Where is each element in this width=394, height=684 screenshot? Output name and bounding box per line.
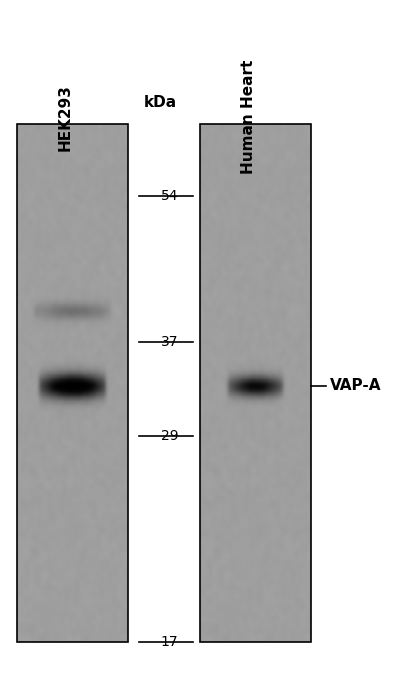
- Bar: [200, 124, 311, 642]
- Text: Human Heart: Human Heart: [241, 60, 256, 174]
- Text: HEK293: HEK293: [57, 83, 72, 150]
- Text: kDa: kDa: [143, 95, 177, 110]
- Text: 29: 29: [161, 429, 178, 443]
- Text: 17: 17: [161, 635, 178, 648]
- Text: 54: 54: [161, 189, 178, 202]
- Text: VAP-A: VAP-A: [330, 378, 382, 393]
- Bar: [17, 124, 128, 642]
- Text: 37: 37: [161, 334, 178, 349]
